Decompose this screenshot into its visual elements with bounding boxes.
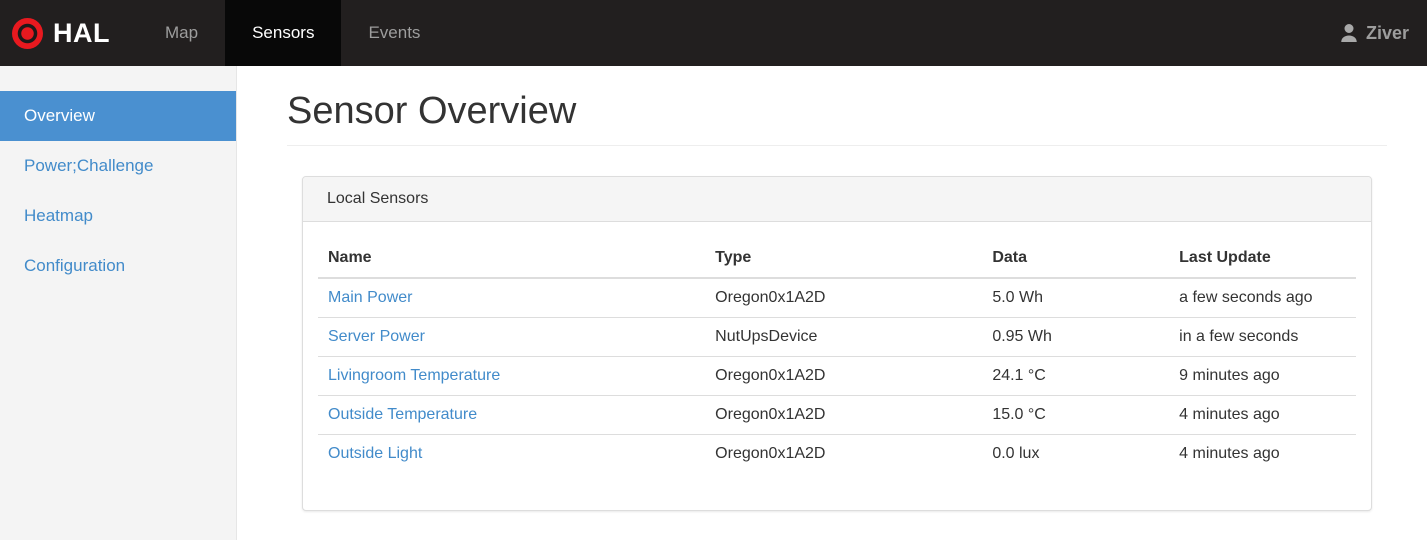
sensor-type: Oregon0x1A2D: [715, 289, 826, 306]
sidebar-item-overview[interactable]: Overview: [0, 91, 236, 141]
user-name: Ziver: [1365, 22, 1409, 43]
sensor-last-update: in a few seconds: [1169, 317, 1356, 357]
column-header-type: Type: [705, 237, 983, 279]
column-header-data: Data: [982, 237, 1170, 279]
nav-item-sensors[interactable]: Sensors: [225, 0, 342, 66]
sensor-link[interactable]: Outside Temperature: [328, 406, 478, 423]
main-content: Sensor Overview Local Sensors Name Type …: [237, 66, 1427, 540]
table-row: Main Power Oregon0x1A2D 5.0 Wh a few sec…: [318, 278, 1356, 318]
sensor-data: 0.0 lux: [982, 434, 1170, 473]
sensor-type: Oregon0x1A2D: [705, 395, 983, 435]
sensor-data: 15.0 °C: [982, 395, 1170, 435]
nav-item-events[interactable]: Events: [368, 23, 421, 42]
sensor-data: 24.1 °C: [982, 356, 1170, 396]
sensor-last-update: a few seconds ago: [1179, 289, 1313, 306]
brand[interactable]: HAL: [0, 0, 138, 66]
brand-label: HAL: [53, 17, 110, 48]
nav-item-map[interactable]: Map: [165, 23, 199, 42]
table-header-row: Name Type Data Last Update: [318, 237, 1356, 279]
sidebar-item-power-challenge[interactable]: Power;Challenge: [24, 156, 154, 175]
top-navbar: HAL Map Sensors Events Ziver: [0, 0, 1427, 66]
sensor-data: 0.95 Wh: [982, 317, 1170, 357]
column-header-name: Name: [318, 237, 706, 279]
sidebar-item-heatmap[interactable]: Heatmap: [24, 206, 93, 225]
column-header-last-update: Last Update: [1169, 237, 1356, 279]
sensor-last-update: 4 minutes ago: [1169, 434, 1356, 473]
local-sensors-panel: Local Sensors Name Type Data Last Update: [302, 176, 1372, 511]
sidebar-item-configuration[interactable]: Configuration: [24, 256, 126, 275]
person-icon: [1341, 24, 1357, 42]
page-title: Sensor Overview: [287, 90, 1387, 146]
table-row: Livingroom Temperature Oregon0x1A2D 24.1…: [318, 356, 1356, 396]
sensor-link[interactable]: Livingroom Temperature: [328, 367, 501, 384]
page-layout: Overview Power;Challenge Heatmap Configu…: [0, 66, 1427, 540]
sensors-table: Name Type Data Last Update Main Power Or…: [318, 237, 1356, 473]
sidebar: Overview Power;Challenge Heatmap Configu…: [0, 66, 237, 540]
user-menu[interactable]: Ziver: [1339, 0, 1427, 66]
table-row: Server Power NutUpsDevice 0.95 Wh in a f…: [318, 317, 1356, 357]
sensor-data: 5.0 Wh: [992, 289, 1043, 306]
sensor-type: Oregon0x1A2D: [705, 434, 983, 473]
sensor-link[interactable]: Server Power: [328, 328, 425, 345]
bullseye-icon: [12, 17, 43, 49]
sensor-last-update: 9 minutes ago: [1169, 356, 1356, 396]
panel-title: Local Sensors: [303, 177, 1371, 222]
sensor-type: NutUpsDevice: [705, 317, 983, 357]
navbar-menu: Map Sensors Events: [138, 0, 447, 66]
sensor-last-update: 4 minutes ago: [1169, 395, 1356, 435]
panel-body: Name Type Data Last Update Main Power Or…: [303, 222, 1371, 510]
table-row: Outside Temperature Oregon0x1A2D 15.0 °C…: [318, 395, 1356, 435]
sensor-link[interactable]: Main Power: [328, 289, 413, 306]
sensor-link[interactable]: Outside Light: [328, 445, 423, 462]
sensor-type: Oregon0x1A2D: [705, 356, 983, 396]
table-row: Outside Light Oregon0x1A2D 0.0 lux 4 min…: [318, 434, 1356, 473]
